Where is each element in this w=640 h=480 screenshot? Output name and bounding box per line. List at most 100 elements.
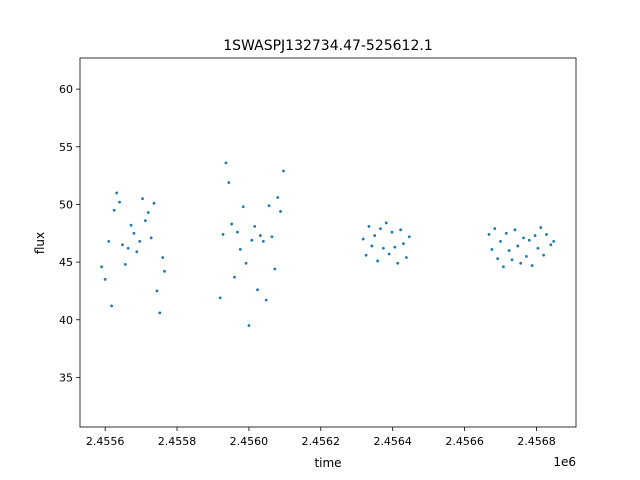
data-point: [233, 275, 236, 279]
data-point: [276, 196, 280, 199]
data-point: [542, 253, 546, 257]
data-point: [404, 256, 408, 259]
data-point: [501, 265, 505, 269]
y-tick-label: 60: [59, 83, 73, 96]
data-point: [221, 233, 225, 236]
data-points: [100, 161, 556, 327]
data-point: [253, 224, 257, 228]
data-point: [536, 246, 540, 250]
data-point: [361, 237, 365, 241]
data-point: [115, 191, 119, 195]
data-point: [149, 236, 153, 240]
data-point: [161, 256, 165, 259]
data-point: [152, 201, 156, 205]
data-point: [155, 289, 159, 293]
data-point: [384, 221, 388, 225]
data-point: [138, 239, 142, 243]
data-point: [513, 228, 517, 232]
data-point: [146, 211, 150, 214]
data-point: [224, 161, 228, 165]
data-point: [490, 248, 494, 251]
y-tick-label: 45: [59, 256, 73, 269]
plot-area: [80, 58, 576, 427]
data-point: [282, 169, 285, 173]
data-point: [552, 239, 556, 243]
data-point: [107, 239, 111, 243]
data-point: [499, 239, 502, 243]
data-point: [110, 304, 114, 308]
data-point: [241, 205, 245, 209]
data-point: [141, 197, 144, 201]
data-point: [519, 261, 523, 265]
data-point: [126, 246, 130, 250]
data-point: [510, 258, 514, 262]
data-point: [370, 244, 374, 248]
x-tick-label: 2.4562: [302, 435, 341, 448]
data-point: [379, 227, 382, 231]
data-point: [504, 231, 508, 235]
data-point: [530, 264, 534, 267]
data-point: [525, 254, 528, 258]
data-point: [376, 259, 379, 263]
data-point: [163, 269, 166, 273]
data-point: [279, 209, 282, 213]
x-axis-label: time: [314, 456, 341, 470]
plot-frame: [79, 57, 577, 428]
data-point: [364, 253, 368, 257]
x-tick-label: 2.4560: [230, 435, 269, 448]
data-point: [539, 226, 543, 229]
x-axis-offset-label: 1e6: [553, 455, 576, 469]
x-tick-label: 2.4556: [86, 435, 125, 448]
data-point: [259, 234, 262, 237]
x-axis: 2.4556 2.4558 2.4560 2.4562 2.4564 2.4566 2.45…: [86, 427, 556, 448]
data-point: [230, 222, 234, 226]
data-point: [103, 278, 107, 281]
data-point: [129, 223, 133, 227]
data-point: [487, 233, 491, 236]
data-point: [522, 236, 525, 240]
data-point: [267, 204, 271, 208]
x-tick-label: 2.4568: [517, 435, 556, 448]
data-point: [516, 244, 520, 248]
data-point: [218, 296, 222, 300]
data-point: [244, 261, 248, 265]
data-point: [236, 230, 239, 234]
data-point: [390, 230, 394, 234]
data-point: [256, 288, 259, 292]
y-tick-label: 40: [59, 314, 73, 327]
data-point: [273, 267, 277, 271]
y-axis: 35 40 45 50 55 60: [59, 83, 80, 384]
data-point: [399, 228, 403, 232]
data-point: [533, 234, 537, 237]
data-point: [407, 235, 411, 239]
data-point: [507, 249, 511, 252]
data-point: [144, 219, 147, 222]
data-point: [121, 243, 124, 247]
data-point: [496, 257, 500, 261]
data-point: [393, 245, 397, 249]
data-point: [112, 208, 116, 212]
data-point: [123, 263, 127, 266]
data-point: [247, 324, 251, 327]
data-point: [549, 243, 553, 247]
data-point: [270, 235, 274, 239]
y-tick-label: 35: [59, 371, 73, 384]
data-point: [100, 265, 103, 269]
data-point: [381, 246, 385, 250]
data-point: [493, 227, 497, 231]
data-point: [402, 242, 405, 246]
data-point: [118, 200, 121, 204]
data-point: [250, 238, 254, 242]
data-point: [396, 261, 400, 265]
data-point: [227, 181, 231, 184]
data-point: [373, 234, 377, 237]
data-point: [261, 239, 265, 243]
data-point: [238, 248, 242, 251]
y-axis-label: flux: [33, 232, 47, 254]
data-point: [158, 311, 162, 315]
x-tick-label: 2.4558: [158, 435, 197, 448]
x-tick-label: 2.4566: [445, 435, 484, 448]
data-point: [527, 238, 531, 242]
x-tick-label: 2.4564: [373, 435, 412, 448]
